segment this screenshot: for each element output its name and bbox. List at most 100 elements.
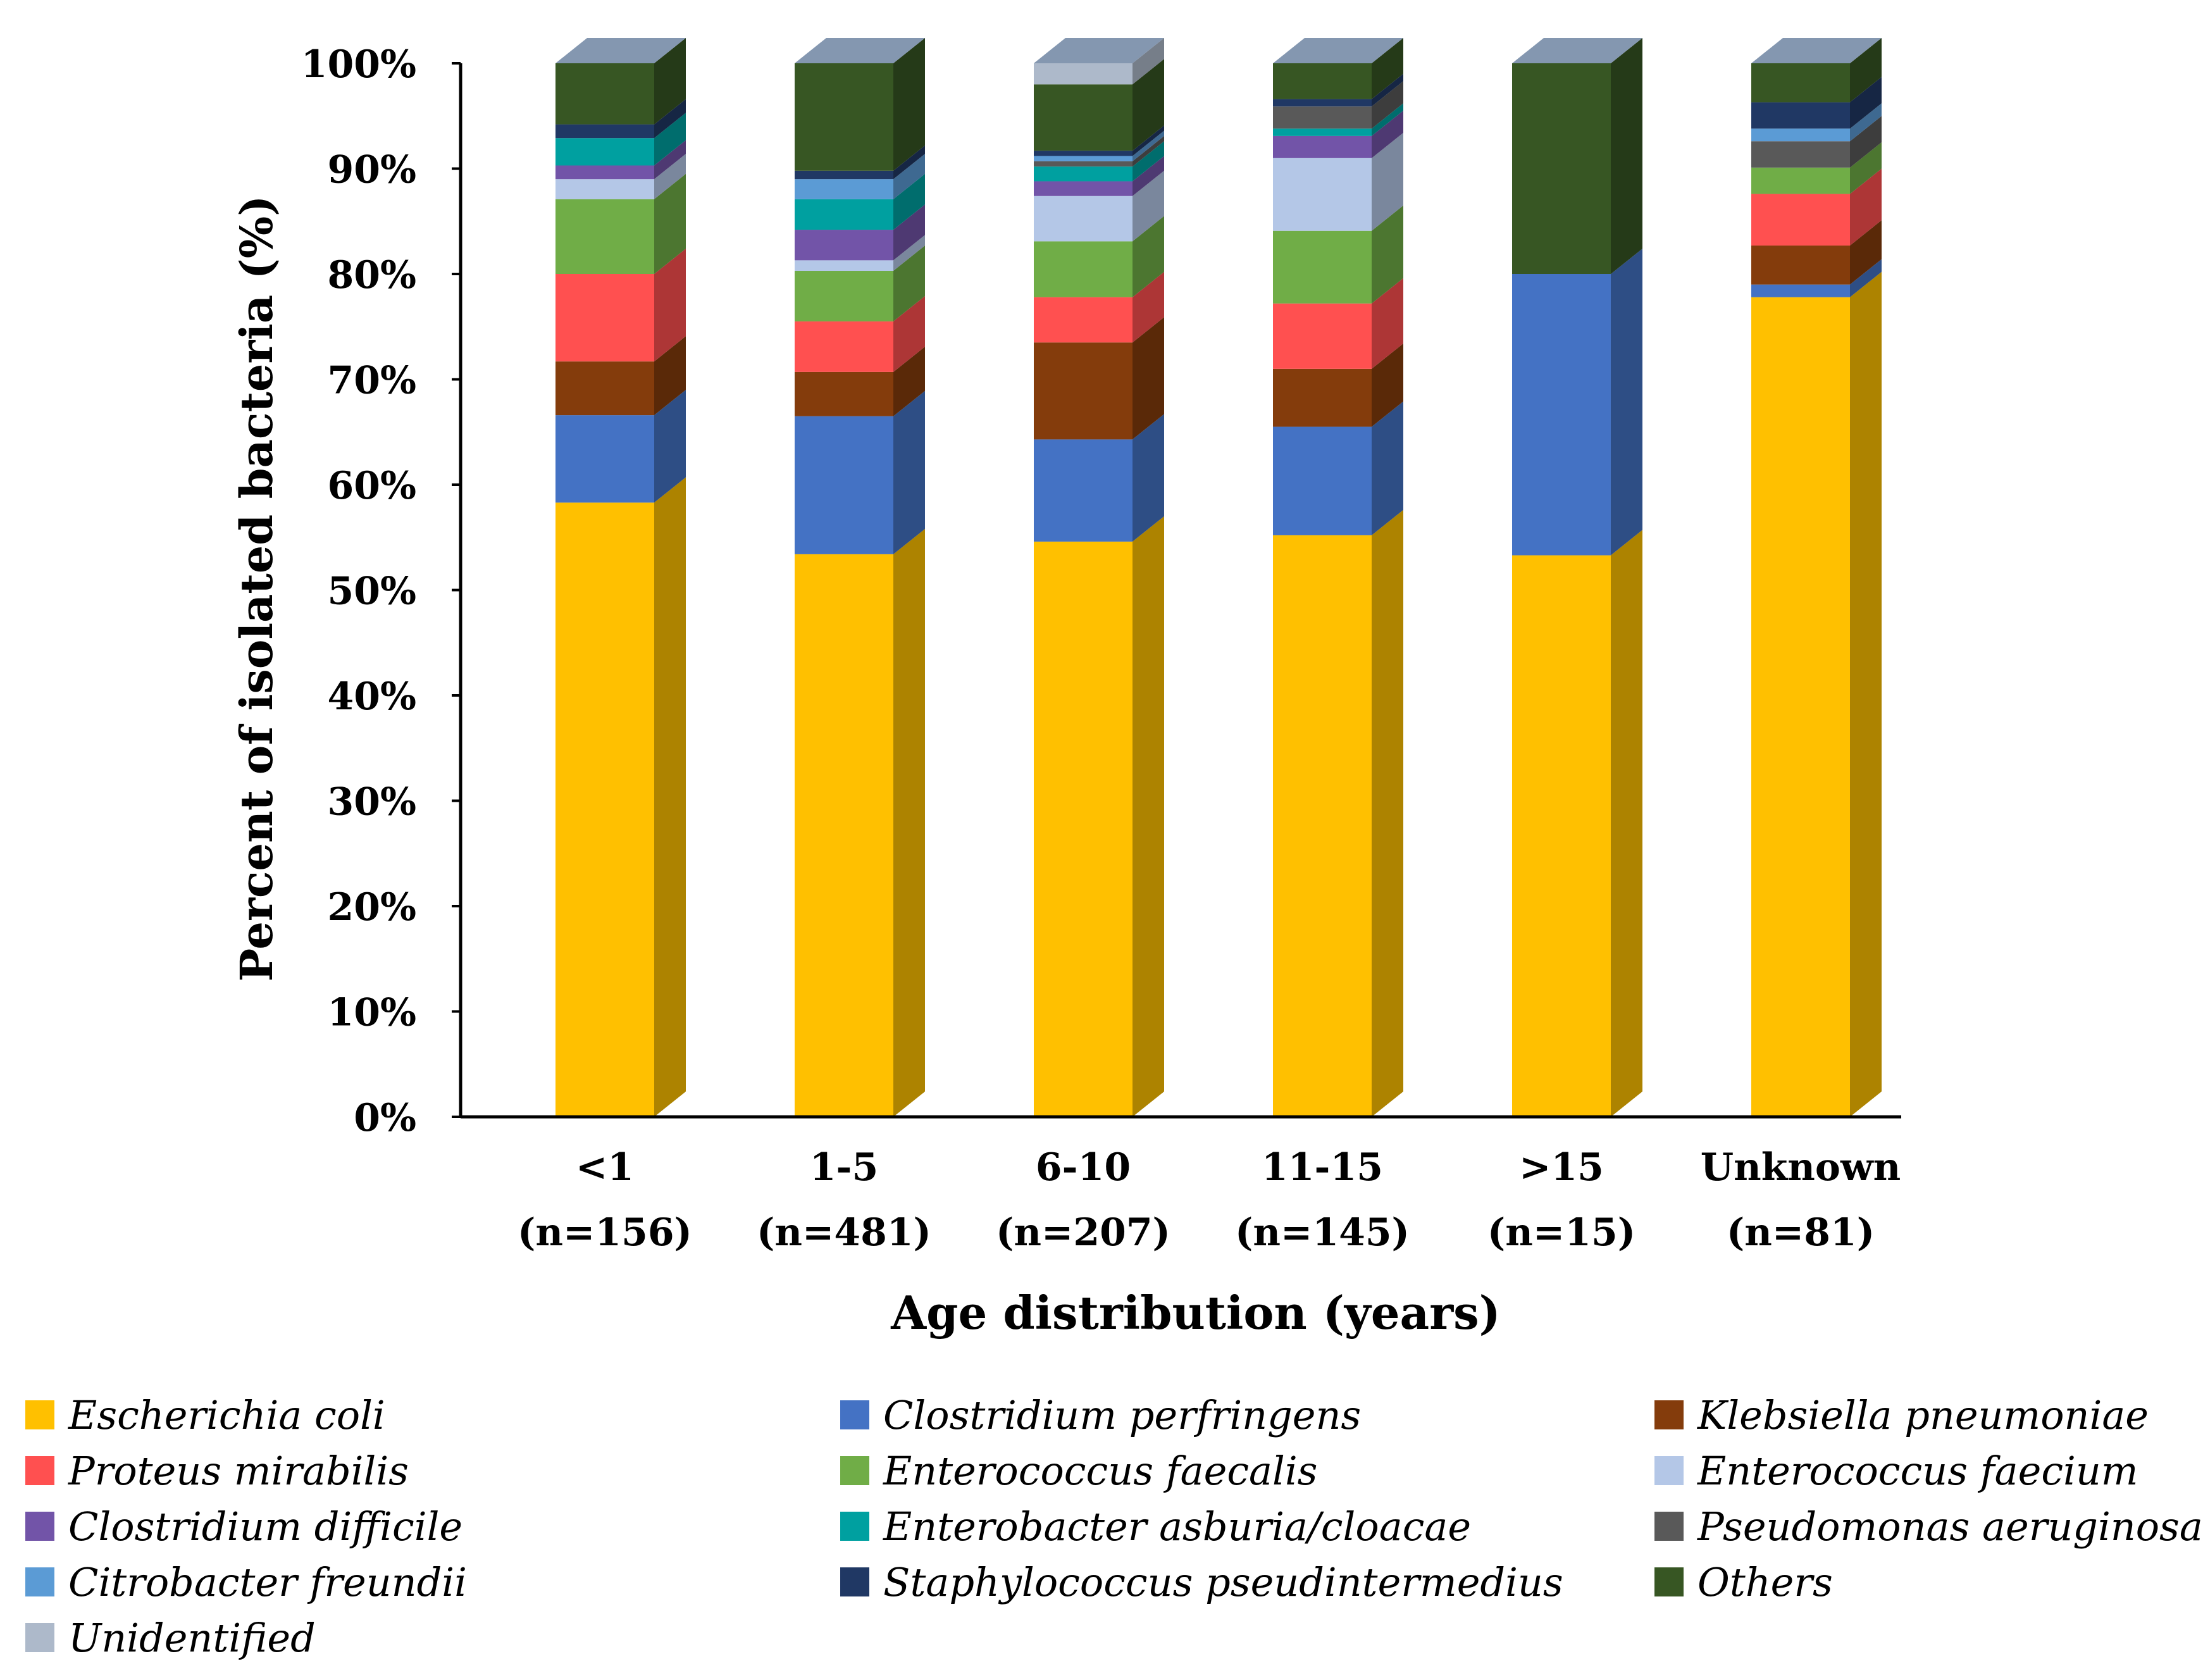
legend-label: Enterococcus faecalis xyxy=(883,1447,1318,1494)
bar-segment xyxy=(795,230,893,261)
bar-segment-side xyxy=(1133,216,1164,297)
bar-segment-side xyxy=(1850,220,1882,285)
x-axis-title: Age distribution (years) xyxy=(890,1286,1501,1340)
bar-segment-side xyxy=(1133,156,1164,196)
y-tick-label: 80% xyxy=(327,253,416,297)
bar-segment-side xyxy=(893,528,925,1117)
bar-segment xyxy=(1273,128,1372,136)
bar-segment xyxy=(795,63,893,171)
bar-segment xyxy=(1034,151,1133,156)
x-tick-sample-size: (n=145) xyxy=(1235,1210,1410,1255)
legend-item: Enterococcus faecium xyxy=(1654,1448,2138,1494)
bar-segment-side xyxy=(654,390,686,503)
bar-segment xyxy=(555,502,654,1117)
bar-segment xyxy=(1034,196,1133,242)
bar-segment-side xyxy=(1133,170,1164,242)
legend-item: Proteus mirabilis xyxy=(25,1447,409,1494)
bar-segment xyxy=(1273,303,1372,369)
legend-swatch xyxy=(25,1623,54,1652)
bar-segment xyxy=(1751,297,1850,1117)
bar-segment xyxy=(1034,63,1133,85)
bar-segment xyxy=(1034,156,1133,161)
bar-top xyxy=(1512,38,1642,63)
bar-segment xyxy=(1034,297,1133,343)
bar-segment xyxy=(1034,342,1133,440)
bar-segment xyxy=(1751,284,1850,297)
legend-label: Escherichia coli xyxy=(68,1391,385,1438)
bar-segment xyxy=(795,416,893,554)
legend-item: Escherichia coli xyxy=(25,1392,385,1438)
bar-segment xyxy=(1273,535,1372,1117)
bar-segment xyxy=(555,63,654,125)
bar-segment xyxy=(1273,426,1372,535)
legend-item: Unidentified xyxy=(25,1615,316,1661)
legend-swatch xyxy=(1654,1456,1684,1485)
y-tick-label: 70% xyxy=(327,359,416,403)
y-tick-label: 30% xyxy=(327,780,416,824)
bar-segment xyxy=(795,260,893,271)
bar-segment xyxy=(555,138,654,166)
legend-label: Others xyxy=(1697,1559,1833,1605)
bar-segment-side xyxy=(1133,125,1164,156)
bar-segment xyxy=(1034,241,1133,297)
bar-segment-side xyxy=(1850,168,1882,246)
bar-segment xyxy=(1273,99,1372,107)
bar-segment xyxy=(555,274,654,362)
bar-segment xyxy=(1751,246,1850,285)
bar-segment-side xyxy=(1850,38,1882,103)
bar-segment-side xyxy=(1372,38,1403,99)
legend-swatch xyxy=(840,1512,869,1541)
bar-segment xyxy=(1512,274,1611,556)
bar-segment xyxy=(1273,230,1372,304)
bar-segment xyxy=(555,165,654,180)
bar-segment-side xyxy=(1850,142,1882,194)
bar-segment-side xyxy=(893,38,925,171)
bar-segment-side xyxy=(654,154,686,199)
bar-segment-side xyxy=(1372,132,1403,231)
bar-top xyxy=(795,38,925,63)
bar-segment-side xyxy=(1372,81,1403,129)
y-tick-label: 20% xyxy=(327,885,416,930)
bar-segment xyxy=(555,415,654,503)
bar-segment-side xyxy=(1372,509,1403,1117)
bar-segment xyxy=(555,179,654,199)
bar-segment-side xyxy=(1372,103,1403,136)
bar-segment-side xyxy=(893,235,925,271)
bar-segment-side xyxy=(893,145,925,180)
legend-label: Klebsiella pneumoniae xyxy=(1697,1391,2149,1438)
x-tick-sample-size: (n=15) xyxy=(1487,1210,1635,1255)
bar-segment xyxy=(1273,106,1372,129)
bar-segment xyxy=(795,199,893,230)
legend-label: Staphylococcus pseudintermedius xyxy=(883,1559,1563,1605)
y-tick-label: 0% xyxy=(354,1096,416,1140)
stacked-bar-chart: 0% 10% 20% 30% 40% 50% 60% 70% 80% 90% 100% <1 (n=15… xyxy=(230,38,1901,1340)
bar-segment xyxy=(555,124,654,139)
bar-segment-side xyxy=(1850,116,1882,168)
bar-segment xyxy=(1034,166,1133,182)
legend-label: Proteus mirabilis xyxy=(68,1447,409,1494)
bar-segment xyxy=(1751,102,1850,129)
bar-segment xyxy=(795,170,893,180)
y-tick-label: 100% xyxy=(301,42,416,87)
bar-segment-side xyxy=(654,173,686,274)
bar-segment xyxy=(1034,84,1133,151)
x-tick-label: 11-15 xyxy=(1262,1145,1383,1190)
bar-segment-side xyxy=(1372,343,1403,427)
bar-segment-side xyxy=(893,246,925,321)
y-tick-label: 10% xyxy=(327,991,416,1035)
x-tick-label: 1-5 xyxy=(810,1145,878,1190)
bar-segment-side xyxy=(1850,77,1882,129)
legend-item: Klebsiella pneumoniae xyxy=(1654,1392,2149,1438)
bar-segment xyxy=(795,371,893,416)
bar-segment xyxy=(1273,368,1372,427)
legend-label: Citrobacter freundii xyxy=(68,1559,467,1605)
bar-segment-side xyxy=(1850,259,1882,297)
legend-item: Pseudomonas aeruginosa xyxy=(1654,1503,2203,1550)
bar-segment-side xyxy=(1133,414,1164,542)
x-tick-sample-size: (n=81) xyxy=(1727,1210,1875,1255)
legend-item: Enterobacter asburia/cloacae xyxy=(840,1503,1471,1550)
legend-label: Clostridium difficile xyxy=(68,1503,463,1550)
x-tick-label: 6-10 xyxy=(1036,1145,1131,1190)
bar-segment xyxy=(1273,63,1372,99)
bar-segment-side xyxy=(654,140,686,180)
